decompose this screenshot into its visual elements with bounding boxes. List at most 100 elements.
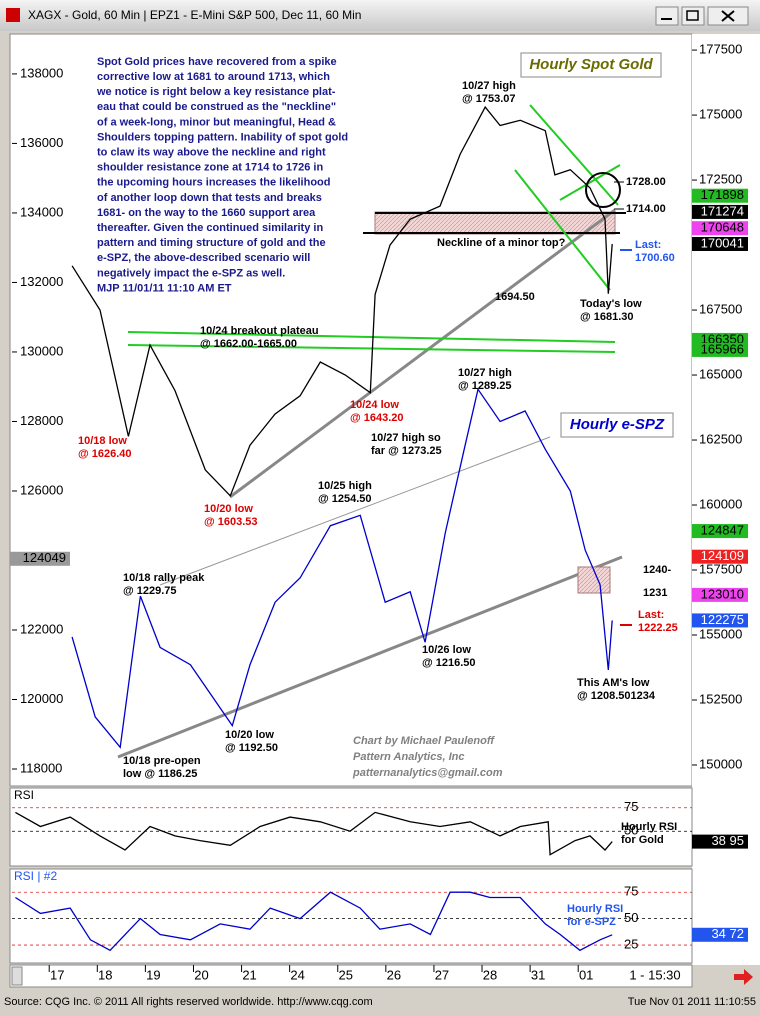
panel-title: RSI | #2	[14, 869, 57, 883]
price-tag-label: 170648	[701, 220, 744, 235]
annotation: Shoulders topping pattern. Inability of …	[97, 131, 348, 143]
annotation: 1714.00	[626, 203, 666, 215]
price-tag-label: 166350	[701, 331, 744, 346]
price-line	[15, 811, 613, 856]
price-tag	[692, 221, 748, 236]
annotation: Pattern Analytics, Inc	[353, 751, 464, 763]
series-label-box	[560, 412, 674, 438]
annotation: @ 1681.30	[580, 311, 634, 323]
price-tag	[692, 236, 748, 251]
scroll-handle[interactable]	[11, 966, 23, 986]
plateau-line	[127, 331, 616, 343]
annotation: 10/26 low	[422, 644, 471, 656]
annotation: patternanalytics@gmail.com	[352, 767, 503, 779]
annotation: @ 1216.50	[422, 657, 476, 669]
annotation: for e-SPZ	[567, 916, 616, 928]
time-axis	[9, 964, 693, 988]
price-tag-label: 124049	[23, 550, 66, 565]
annotation: 1222.25	[638, 622, 678, 634]
minimize-button[interactable]	[655, 6, 679, 26]
trendline	[117, 555, 623, 759]
annotation: 10/27 high	[462, 80, 516, 92]
series-label-box	[520, 52, 662, 78]
annotation: @ 1192.50	[225, 742, 278, 754]
y2-tick-label: 175000	[699, 107, 742, 122]
annotation: @ 1643.20	[350, 412, 404, 424]
title-bar	[0, 0, 760, 31]
annotation: @ 1254.50	[318, 493, 372, 505]
y-tick-label: 122000	[20, 621, 63, 636]
annotation: Last:	[635, 239, 661, 251]
trendline	[159, 436, 551, 586]
y-tick-label: 120000	[20, 691, 63, 706]
annotation: @ 1229.75	[123, 585, 177, 597]
y-tick-label: 128000	[20, 413, 63, 428]
annotation: pattern and timing structure of gold and…	[97, 237, 326, 249]
maximize-button[interactable]	[681, 6, 705, 26]
annotation: low @ 1186.25	[123, 768, 197, 780]
x-tick-label: 21	[242, 967, 256, 982]
x-tick-label: 27	[435, 967, 449, 982]
scroll-arrow[interactable]	[734, 969, 753, 985]
annotation: @ 1603.53	[204, 516, 258, 528]
plateau-line	[127, 344, 616, 353]
price-tag	[692, 613, 748, 628]
price-tag-label: 170041	[701, 235, 744, 250]
y-tick-label: 50	[624, 910, 638, 925]
y-tick-label: 138000	[20, 65, 63, 80]
price-tag-label: 123010	[701, 586, 744, 601]
y2-tick-label: 165000	[699, 366, 742, 381]
y2-tick-label: 172500	[699, 171, 742, 186]
price-tag	[692, 524, 748, 539]
x-tick-label: 18	[98, 967, 112, 982]
channel-line	[514, 169, 611, 291]
price-tag	[692, 188, 748, 203]
y-tick-label: 118000	[20, 760, 62, 775]
annotation: 1681- on the way to the 1660 support are…	[97, 207, 316, 219]
annotation: 10/27 high	[458, 367, 512, 379]
annotation: This AM's low	[577, 677, 650, 689]
drawings	[117, 104, 632, 759]
annotation: of another loop down that tests and brea…	[97, 192, 322, 204]
annotation: we notice is right below a key resistanc…	[96, 86, 336, 98]
x-tick-label: 28	[483, 967, 497, 982]
price-tag	[692, 927, 748, 942]
annotation: 10/27 high so	[371, 432, 441, 444]
annotation: 1240-	[643, 564, 671, 576]
y2-tick-label: 152500	[699, 691, 742, 706]
y2-tick-label: 160000	[699, 496, 742, 511]
resistance-zone	[374, 211, 616, 235]
footer-timestamp: Tue Nov 01 2011 11:10:55	[628, 996, 756, 1008]
price-tag-label: 122275	[701, 612, 744, 627]
app-icon	[6, 8, 20, 22]
annotation: the upcoming hours increases the likelih…	[97, 177, 331, 189]
time-label: 1 - 15:30	[629, 967, 680, 982]
y2-tick-label: 167500	[699, 301, 742, 316]
status-bar	[0, 991, 760, 1011]
y2-tick-label: 155000	[699, 626, 742, 641]
annotation: e-SPZ, the above-described scenario will	[97, 252, 310, 264]
x-tick-label: 19	[146, 967, 160, 982]
resistance-zone	[577, 566, 611, 594]
annotation: @ 1626.40	[78, 448, 132, 460]
series-label: Hourly e-SPZ	[570, 416, 665, 433]
y-tick-label: 132000	[20, 274, 63, 289]
annotation: corrective low at 1681 to around 1713, w…	[97, 71, 330, 83]
y2-tick-label: 150000	[699, 756, 742, 771]
price-tag-label: 165966	[701, 341, 744, 356]
price-tag-label: 38 95	[711, 833, 744, 848]
annotation: 1231	[643, 587, 667, 599]
price-line	[71, 387, 613, 749]
annotation: eau that could be construed as the "neck…	[97, 101, 336, 113]
x-tick-label: 31	[531, 967, 545, 982]
window-buttons[interactable]	[655, 6, 749, 26]
annotation: 10/24 breakout plateau	[200, 325, 319, 337]
rsi-panel	[9, 787, 693, 867]
annotation: 10/20 low	[204, 503, 253, 515]
y2-tick-label: 162500	[699, 431, 742, 446]
annotation: 1728.00	[626, 176, 666, 188]
y-tick-label: 134000	[20, 204, 63, 219]
y-tick-label: 50	[624, 823, 638, 838]
annotation: MJP 11/01/11 11:10 AM ET	[97, 282, 232, 294]
